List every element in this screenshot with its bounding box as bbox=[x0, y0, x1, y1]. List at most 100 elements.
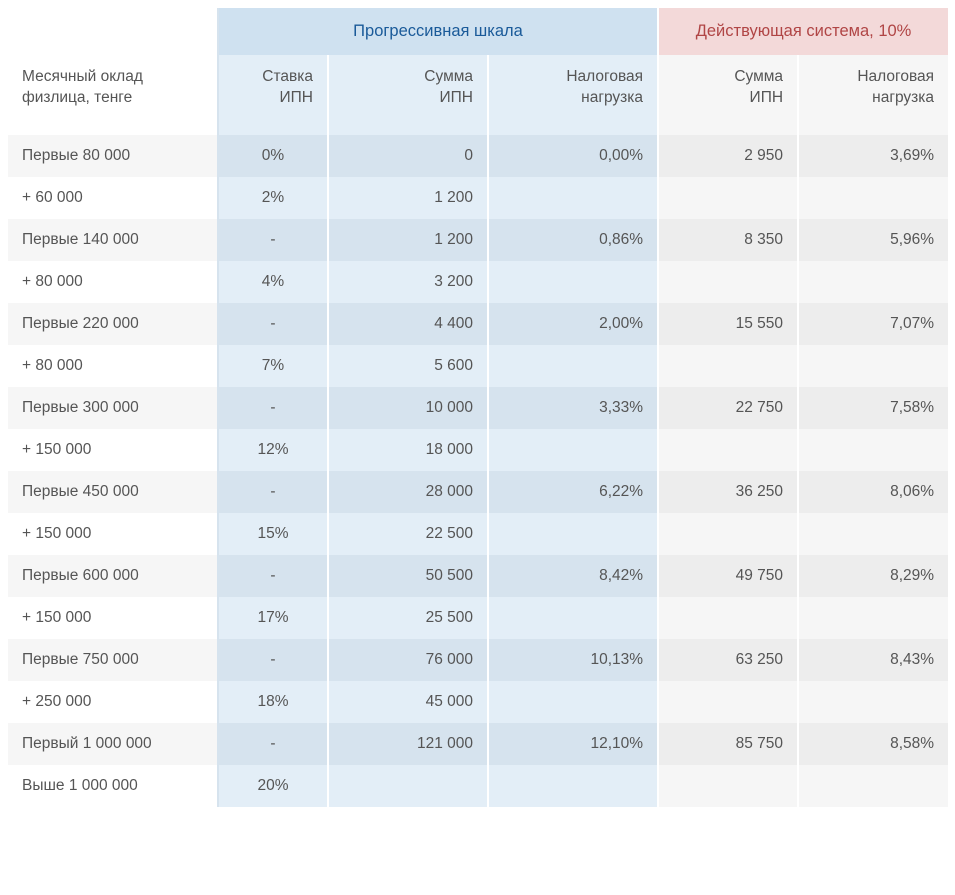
cell-curr-burden: 8,29% bbox=[798, 555, 948, 597]
cell-rate: 18% bbox=[218, 681, 328, 723]
cell-rate: - bbox=[218, 303, 328, 345]
table-row: Первый 1 000 000-121 00012,10%85 7508,58… bbox=[8, 723, 948, 765]
cell-rate: 12% bbox=[218, 429, 328, 471]
tax-comparison-table: Прогрессивная шкала Действующая система,… bbox=[8, 8, 948, 807]
cell-prog-burden bbox=[488, 345, 658, 387]
cell-curr-burden: 8,06% bbox=[798, 471, 948, 513]
cell-prog-burden bbox=[488, 597, 658, 639]
cell-prog-burden bbox=[488, 177, 658, 219]
cell-curr-burden: 7,07% bbox=[798, 303, 948, 345]
cell-prog-burden: 8,42% bbox=[488, 555, 658, 597]
cell-prog-sum: 121 000 bbox=[328, 723, 488, 765]
table-row: Первые 600 000-50 5008,42%49 7508,29% bbox=[8, 555, 948, 597]
table-row: Первые 220 000-4 4002,00%15 5507,07% bbox=[8, 303, 948, 345]
cell-label: + 150 000 bbox=[8, 597, 218, 639]
cell-curr-sum bbox=[658, 345, 798, 387]
cell-prog-burden bbox=[488, 681, 658, 723]
cell-label: Первые 300 000 bbox=[8, 387, 218, 429]
cell-prog-sum: 22 500 bbox=[328, 513, 488, 555]
cell-rate: 17% bbox=[218, 597, 328, 639]
cell-prog-sum: 1 200 bbox=[328, 177, 488, 219]
table-row: + 150 00017%25 500 bbox=[8, 597, 948, 639]
cell-curr-burden: 7,58% bbox=[798, 387, 948, 429]
cell-prog-sum: 45 000 bbox=[328, 681, 488, 723]
table-row: Первые 80 0000%00,00%2 9503,69% bbox=[8, 135, 948, 177]
cell-prog-burden: 10,13% bbox=[488, 639, 658, 681]
cell-prog-burden: 3,33% bbox=[488, 387, 658, 429]
cell-prog-burden bbox=[488, 513, 658, 555]
cell-prog-burden: 12,10% bbox=[488, 723, 658, 765]
cell-curr-burden: 8,58% bbox=[798, 723, 948, 765]
table-group-header-row: Прогрессивная шкала Действующая система,… bbox=[8, 8, 948, 55]
cell-curr-sum: 63 250 bbox=[658, 639, 798, 681]
cell-prog-sum: 1 200 bbox=[328, 219, 488, 261]
table-row: Первые 300 000-10 0003,33%22 7507,58% bbox=[8, 387, 948, 429]
cell-rate: 20% bbox=[218, 765, 328, 807]
table-row: + 150 00012%18 000 bbox=[8, 429, 948, 471]
table-body: Первые 80 0000%00,00%2 9503,69%+ 60 0002… bbox=[8, 135, 948, 807]
cell-prog-burden: 6,22% bbox=[488, 471, 658, 513]
cell-curr-sum: 2 950 bbox=[658, 135, 798, 177]
cell-rate: - bbox=[218, 219, 328, 261]
cell-curr-sum: 15 550 bbox=[658, 303, 798, 345]
cell-curr-sum bbox=[658, 681, 798, 723]
cell-curr-sum: 85 750 bbox=[658, 723, 798, 765]
table-row: + 250 00018%45 000 bbox=[8, 681, 948, 723]
cell-prog-sum bbox=[328, 765, 488, 807]
cell-rate: - bbox=[218, 723, 328, 765]
col-header-curr-burden: Налоговаянагрузка bbox=[798, 55, 948, 121]
cell-curr-sum bbox=[658, 765, 798, 807]
cell-label: + 80 000 bbox=[8, 261, 218, 303]
cell-prog-sum: 4 400 bbox=[328, 303, 488, 345]
cell-curr-burden: 8,43% bbox=[798, 639, 948, 681]
cell-rate: - bbox=[218, 555, 328, 597]
cell-curr-burden bbox=[798, 345, 948, 387]
col-header-prog-sum: СуммаИПН bbox=[328, 55, 488, 121]
cell-curr-sum bbox=[658, 261, 798, 303]
cell-curr-sum: 49 750 bbox=[658, 555, 798, 597]
cell-rate: 15% bbox=[218, 513, 328, 555]
cell-label: + 150 000 bbox=[8, 513, 218, 555]
cell-prog-burden: 0,86% bbox=[488, 219, 658, 261]
cell-label: Выше 1 000 000 bbox=[8, 765, 218, 807]
cell-label: Первые 750 000 bbox=[8, 639, 218, 681]
cell-prog-sum: 28 000 bbox=[328, 471, 488, 513]
cell-curr-sum: 8 350 bbox=[658, 219, 798, 261]
cell-label: Первые 220 000 bbox=[8, 303, 218, 345]
cell-curr-burden bbox=[798, 513, 948, 555]
table-row: + 60 0002%1 200 bbox=[8, 177, 948, 219]
cell-prog-burden: 2,00% bbox=[488, 303, 658, 345]
col-header-curr-sum: СуммаИПН bbox=[658, 55, 798, 121]
cell-prog-sum: 10 000 bbox=[328, 387, 488, 429]
header-spacer-row bbox=[8, 121, 948, 135]
cell-prog-burden bbox=[488, 429, 658, 471]
cell-prog-sum: 50 500 bbox=[328, 555, 488, 597]
table-column-header-row: Месячный окладфизлица, тенге СтавкаИПН С… bbox=[8, 55, 948, 121]
cell-curr-burden bbox=[798, 681, 948, 723]
cell-label: + 60 000 bbox=[8, 177, 218, 219]
group-header-blank bbox=[8, 8, 218, 55]
cell-prog-sum: 0 bbox=[328, 135, 488, 177]
cell-prog-burden bbox=[488, 765, 658, 807]
cell-curr-sum bbox=[658, 429, 798, 471]
cell-label: Первый 1 000 000 bbox=[8, 723, 218, 765]
col-header-rate: СтавкаИПН bbox=[218, 55, 328, 121]
cell-curr-sum bbox=[658, 597, 798, 639]
cell-prog-burden bbox=[488, 261, 658, 303]
group-header-current: Действующая система, 10% bbox=[658, 8, 948, 55]
cell-label: Первые 140 000 bbox=[8, 219, 218, 261]
cell-curr-sum: 36 250 bbox=[658, 471, 798, 513]
cell-rate: - bbox=[218, 639, 328, 681]
cell-curr-burden: 3,69% bbox=[798, 135, 948, 177]
cell-prog-sum: 18 000 bbox=[328, 429, 488, 471]
cell-label: + 250 000 bbox=[8, 681, 218, 723]
cell-curr-sum: 22 750 bbox=[658, 387, 798, 429]
table-row: + 150 00015%22 500 bbox=[8, 513, 948, 555]
cell-curr-burden bbox=[798, 177, 948, 219]
cell-curr-sum bbox=[658, 513, 798, 555]
cell-label: Первые 600 000 bbox=[8, 555, 218, 597]
cell-curr-burden bbox=[798, 765, 948, 807]
cell-label: + 80 000 bbox=[8, 345, 218, 387]
table-row: + 80 0004%3 200 bbox=[8, 261, 948, 303]
cell-prog-sum: 25 500 bbox=[328, 597, 488, 639]
